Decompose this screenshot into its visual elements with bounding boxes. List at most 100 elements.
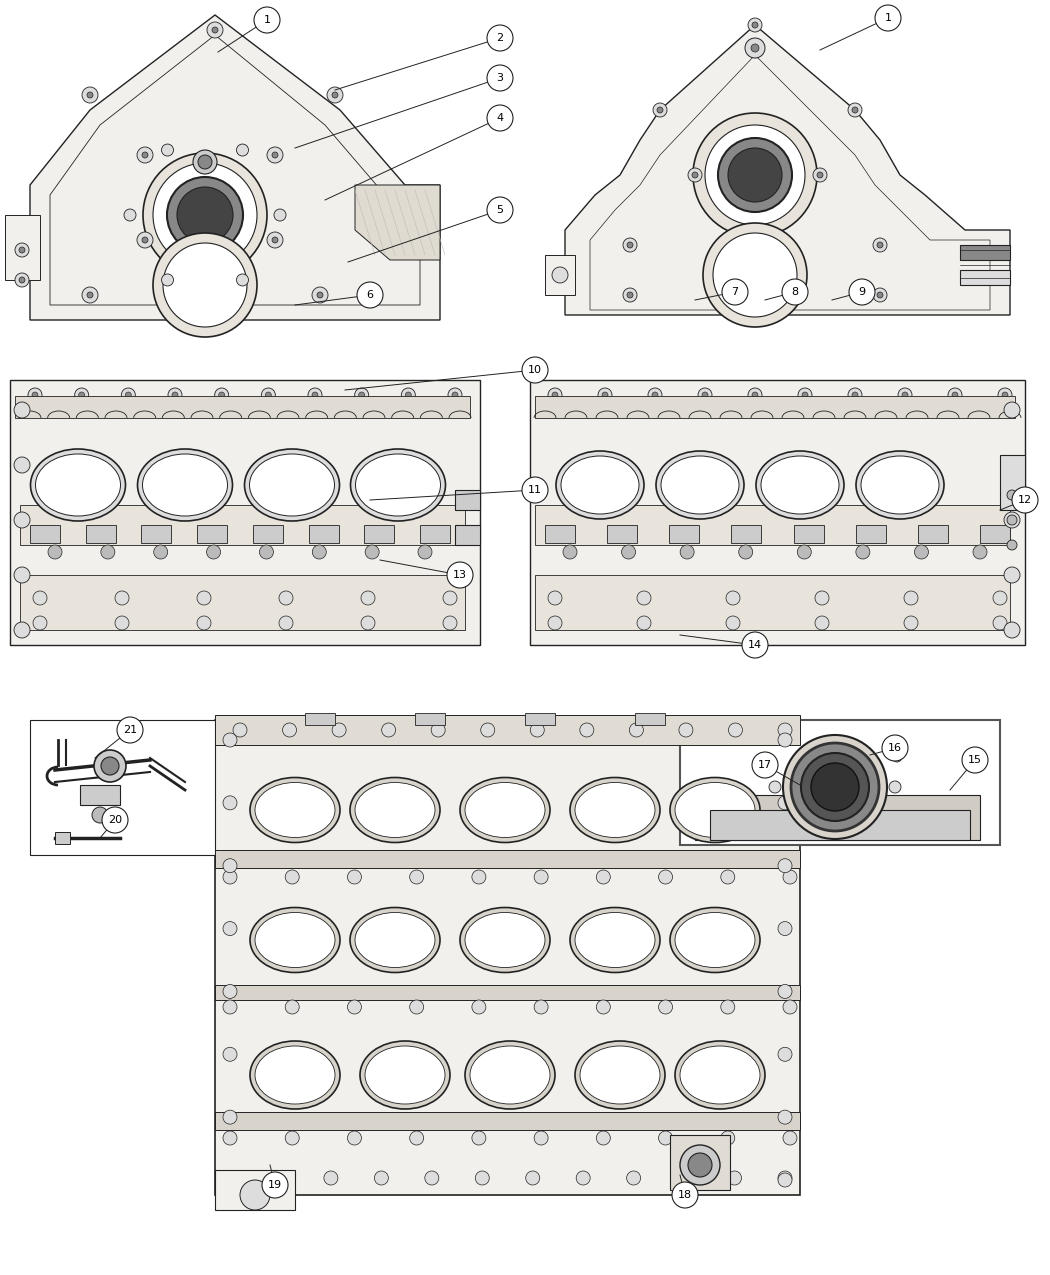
Ellipse shape bbox=[250, 1040, 340, 1109]
Circle shape bbox=[172, 391, 179, 398]
Circle shape bbox=[357, 282, 383, 309]
Polygon shape bbox=[590, 55, 990, 310]
Ellipse shape bbox=[662, 456, 739, 514]
Circle shape bbox=[692, 172, 698, 178]
Circle shape bbox=[882, 734, 908, 761]
Circle shape bbox=[873, 288, 887, 302]
Circle shape bbox=[1004, 513, 1020, 528]
Ellipse shape bbox=[575, 913, 655, 968]
Bar bbox=[1000, 455, 1025, 510]
Circle shape bbox=[101, 757, 119, 775]
Ellipse shape bbox=[861, 456, 939, 514]
Ellipse shape bbox=[245, 449, 339, 521]
Circle shape bbox=[197, 616, 211, 630]
Circle shape bbox=[223, 1047, 237, 1061]
Circle shape bbox=[873, 238, 887, 252]
Circle shape bbox=[443, 616, 457, 630]
Circle shape bbox=[240, 1179, 270, 1210]
Circle shape bbox=[348, 870, 361, 884]
Circle shape bbox=[254, 6, 280, 33]
Ellipse shape bbox=[465, 1040, 555, 1109]
Bar bbox=[309, 525, 338, 543]
Ellipse shape bbox=[365, 1046, 445, 1104]
Circle shape bbox=[223, 984, 237, 998]
Circle shape bbox=[410, 1131, 423, 1145]
Ellipse shape bbox=[36, 454, 121, 516]
Circle shape bbox=[778, 723, 792, 737]
Circle shape bbox=[702, 391, 708, 398]
Bar bbox=[215, 720, 800, 1195]
Circle shape bbox=[153, 233, 257, 337]
Circle shape bbox=[14, 513, 30, 528]
Circle shape bbox=[361, 592, 375, 606]
Circle shape bbox=[262, 1172, 288, 1198]
Circle shape bbox=[598, 388, 612, 402]
Circle shape bbox=[259, 544, 273, 558]
Text: 19: 19 bbox=[268, 1179, 282, 1190]
Circle shape bbox=[783, 870, 797, 884]
Bar bbox=[30, 720, 215, 856]
Circle shape bbox=[657, 107, 663, 113]
Circle shape bbox=[852, 391, 858, 398]
Circle shape bbox=[223, 1173, 237, 1187]
Ellipse shape bbox=[460, 908, 550, 973]
Ellipse shape bbox=[460, 778, 550, 843]
Circle shape bbox=[811, 762, 859, 811]
Circle shape bbox=[552, 391, 558, 398]
Circle shape bbox=[778, 922, 792, 936]
Circle shape bbox=[33, 616, 47, 630]
Circle shape bbox=[167, 177, 243, 252]
Bar bbox=[856, 525, 886, 543]
Circle shape bbox=[92, 807, 108, 822]
Circle shape bbox=[32, 391, 38, 398]
Circle shape bbox=[522, 477, 548, 504]
Circle shape bbox=[1004, 567, 1020, 583]
Circle shape bbox=[902, 391, 908, 398]
Ellipse shape bbox=[561, 456, 639, 514]
Ellipse shape bbox=[675, 913, 755, 968]
Bar bbox=[980, 525, 1010, 543]
Ellipse shape bbox=[670, 778, 760, 843]
Bar bbox=[732, 525, 761, 543]
Circle shape bbox=[726, 616, 740, 630]
Ellipse shape bbox=[350, 908, 440, 973]
Circle shape bbox=[798, 388, 812, 402]
Circle shape bbox=[381, 723, 396, 737]
Circle shape bbox=[162, 144, 173, 156]
Circle shape bbox=[28, 388, 42, 402]
Ellipse shape bbox=[250, 454, 335, 516]
Circle shape bbox=[948, 388, 962, 402]
Circle shape bbox=[622, 544, 635, 558]
Bar bbox=[80, 785, 120, 805]
Circle shape bbox=[752, 22, 758, 28]
Circle shape bbox=[751, 45, 759, 52]
Ellipse shape bbox=[350, 778, 440, 843]
Circle shape bbox=[672, 1182, 698, 1207]
Text: 4: 4 bbox=[497, 113, 504, 122]
Circle shape bbox=[162, 274, 173, 286]
Circle shape bbox=[272, 152, 278, 158]
Circle shape bbox=[904, 592, 918, 606]
Circle shape bbox=[720, 870, 735, 884]
Circle shape bbox=[658, 1131, 673, 1145]
Ellipse shape bbox=[465, 783, 545, 838]
Circle shape bbox=[778, 733, 792, 747]
Circle shape bbox=[962, 747, 988, 773]
Circle shape bbox=[365, 544, 379, 558]
Circle shape bbox=[534, 870, 548, 884]
Circle shape bbox=[718, 138, 792, 212]
Text: 15: 15 bbox=[968, 755, 982, 765]
Circle shape bbox=[791, 743, 879, 831]
Circle shape bbox=[355, 388, 369, 402]
Circle shape bbox=[720, 1131, 735, 1145]
Circle shape bbox=[432, 723, 445, 737]
Circle shape bbox=[282, 723, 296, 737]
Ellipse shape bbox=[680, 1046, 760, 1104]
Circle shape bbox=[142, 152, 148, 158]
Ellipse shape bbox=[556, 451, 644, 519]
Circle shape bbox=[815, 592, 830, 606]
Circle shape bbox=[87, 92, 93, 98]
Ellipse shape bbox=[570, 778, 660, 843]
Circle shape bbox=[418, 544, 432, 558]
Circle shape bbox=[623, 288, 637, 302]
